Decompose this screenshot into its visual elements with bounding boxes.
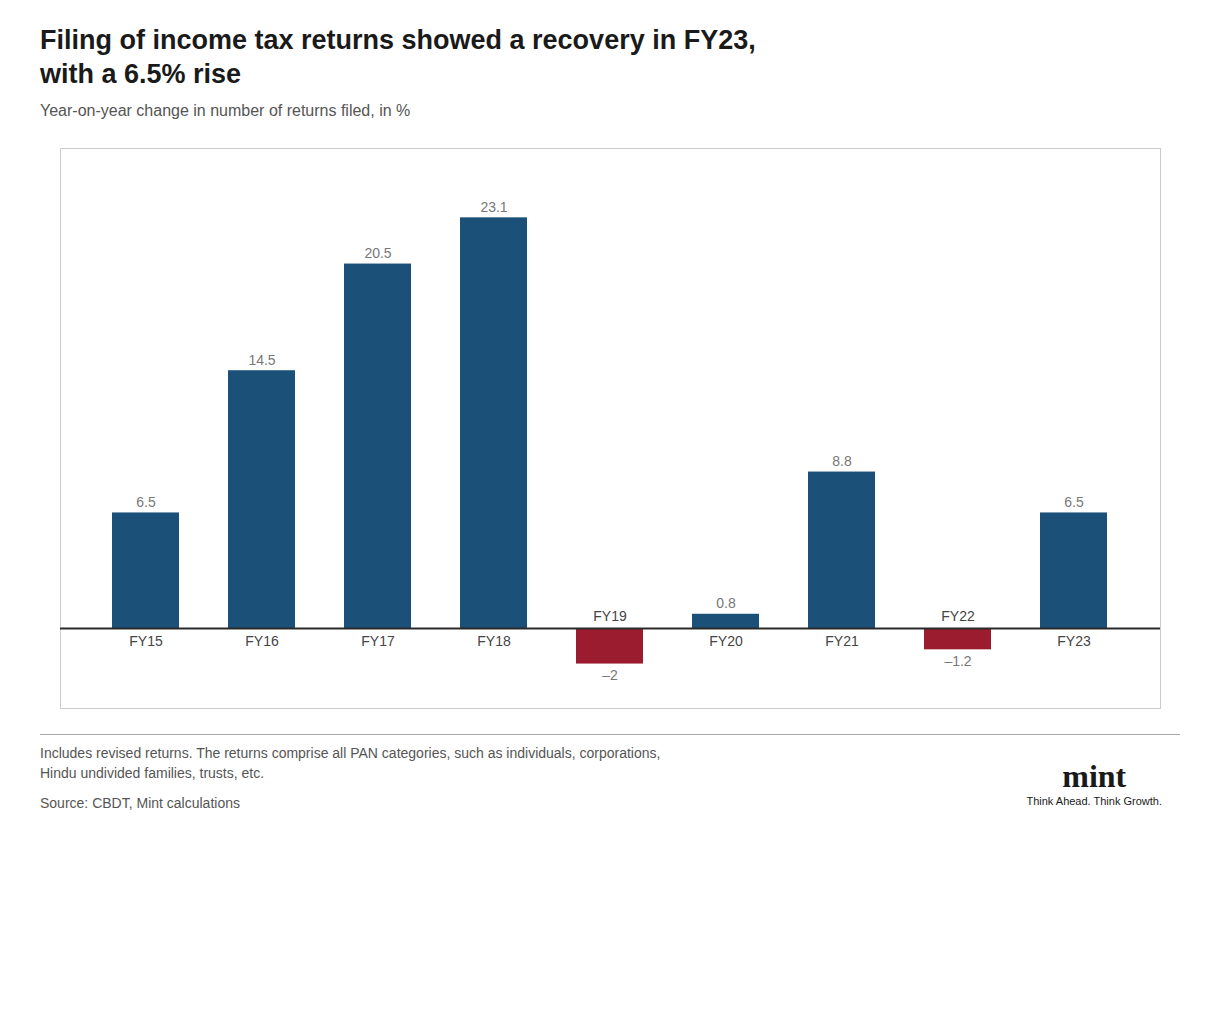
html-text:Year-on-year change in number: Year-on-year change in number of returns… xyxy=(40,101,411,119)
svg-text:8.8: 8.8 xyxy=(832,453,852,469)
svg-text:23.1: 23.1 xyxy=(480,198,507,214)
html-text:Hindu undivided families, trus: Hindu undivided families, trusts, etc. xyxy=(40,764,265,781)
svg-text:FY17: FY17 xyxy=(361,633,395,649)
svg-text:FY20: FY20 xyxy=(709,633,743,649)
svg-text:FY21: FY21 xyxy=(825,633,859,649)
svg-text:FY15: FY15 xyxy=(129,633,163,649)
html-text:Includes revised returns. The: Includes revised returns. The returns co… xyxy=(40,744,661,761)
svg-text:20.5: 20.5 xyxy=(364,245,391,261)
svg-text:0.8: 0.8 xyxy=(716,595,736,611)
svg-text:6.5: 6.5 xyxy=(136,493,156,509)
svg-text:–1.2: –1.2 xyxy=(944,652,971,668)
svg-text:FY22: FY22 xyxy=(941,607,975,623)
svg-text:FY16: FY16 xyxy=(245,633,279,649)
svg-text:–2: –2 xyxy=(602,666,618,682)
svg-text:6.5: 6.5 xyxy=(1064,493,1084,509)
html-text:mint: mint xyxy=(1062,757,1127,794)
svg-text:14.5: 14.5 xyxy=(248,351,275,367)
html-text:Think Ahead. Think Growth.: Think Ahead. Think Growth. xyxy=(1026,794,1162,807)
html-text:Source: CBDT, Mint calculation: Source: CBDT, Mint calculations xyxy=(40,794,240,811)
svg-text:FY23: FY23 xyxy=(1057,633,1091,649)
svg-text:FY19: FY19 xyxy=(593,607,627,623)
html-text:Filing of income tax returns s: Filing of income tax returns showed a re… xyxy=(40,25,756,89)
svg-text:FY18: FY18 xyxy=(477,633,511,649)
